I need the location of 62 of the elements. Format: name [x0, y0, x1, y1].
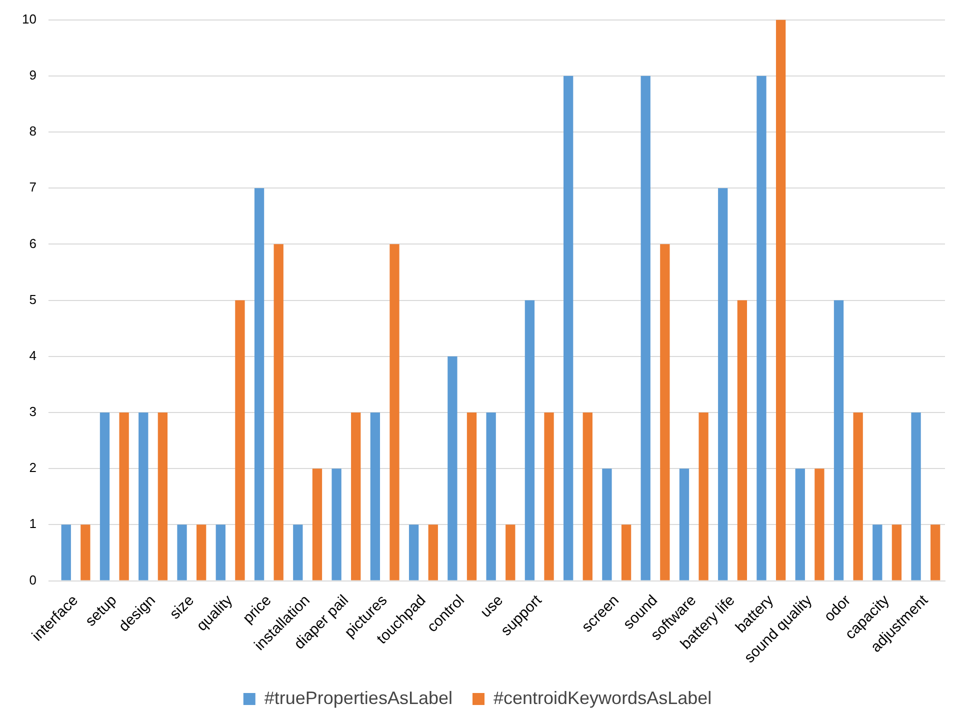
bar — [448, 356, 458, 580]
legend-label: #centroidKeywordsAsLabel — [493, 688, 712, 708]
bar — [312, 468, 322, 580]
bar — [892, 524, 902, 580]
y-tick-label: 2 — [29, 460, 36, 476]
bar — [332, 468, 342, 580]
bar — [61, 524, 71, 580]
bar — [466, 412, 477, 580]
bar — [80, 524, 90, 580]
y-tick-label: 4 — [29, 348, 36, 363]
bar — [196, 524, 206, 580]
bar — [834, 300, 844, 580]
bar — [100, 412, 110, 580]
bar — [274, 244, 284, 580]
bar — [351, 412, 361, 580]
bar — [119, 412, 129, 580]
y-tick-label: 0 — [29, 572, 36, 588]
bar — [660, 244, 670, 580]
bar — [930, 524, 940, 580]
bar — [370, 412, 380, 580]
bar — [756, 76, 766, 580]
bar — [776, 20, 786, 580]
bar — [718, 188, 728, 580]
bar — [564, 76, 574, 580]
bar — [640, 76, 650, 580]
bar — [216, 524, 226, 580]
y-tick-label: 1 — [29, 516, 36, 532]
bar — [390, 244, 400, 580]
bar — [872, 524, 882, 580]
bar — [795, 468, 805, 580]
x-tick-label: odor — [820, 592, 854, 626]
bar — [814, 468, 824, 580]
bar — [486, 412, 496, 580]
bar — [737, 300, 748, 580]
bar — [524, 300, 535, 580]
bar — [428, 524, 438, 580]
bar — [698, 412, 708, 580]
bar — [582, 412, 592, 580]
x-tick-label: use — [477, 592, 506, 621]
bar — [293, 524, 303, 580]
bar — [408, 524, 419, 580]
x-tick-label: size — [166, 592, 198, 623]
bar — [679, 468, 690, 580]
y-tick-label: 6 — [29, 236, 36, 251]
bar — [177, 524, 187, 580]
y-tick-label: 3 — [29, 404, 36, 420]
bar — [602, 468, 612, 580]
bar — [158, 412, 168, 580]
bar — [138, 412, 148, 580]
bar — [235, 300, 245, 580]
legend-label: #truePropertiesAsLabel — [264, 688, 453, 708]
y-tick-label: 7 — [29, 180, 36, 195]
bar — [853, 412, 863, 580]
bar — [506, 524, 516, 580]
y-tick-label: 9 — [29, 67, 36, 82]
bar — [544, 412, 554, 580]
y-tick-label: 5 — [29, 292, 36, 307]
bar — [911, 412, 921, 580]
bar — [621, 524, 632, 580]
y-tick-label: 8 — [29, 124, 36, 139]
y-tick-label: 10 — [22, 11, 36, 26]
bar — [254, 188, 264, 580]
